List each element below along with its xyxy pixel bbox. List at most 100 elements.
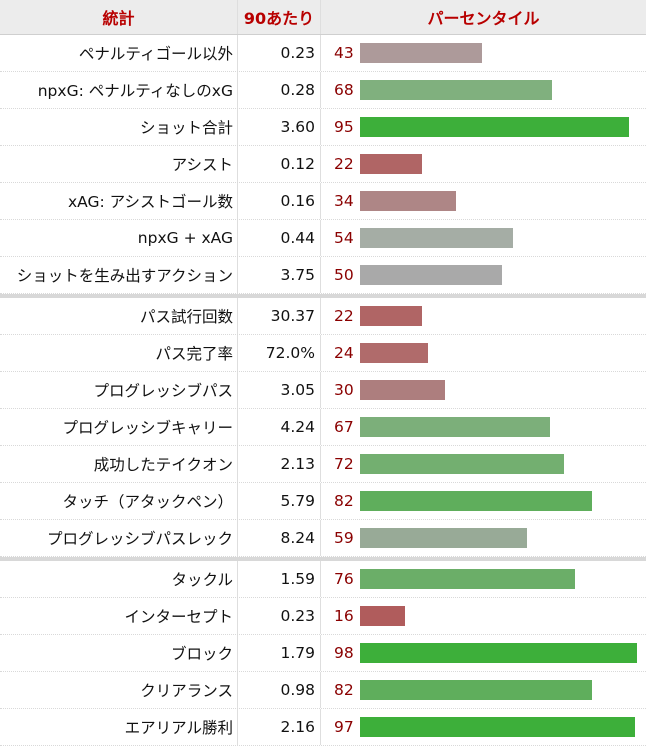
percentile-bar xyxy=(360,380,445,400)
table-row: npxG: ペナルティなしのxG 0.28 68 xyxy=(0,72,646,109)
table-row: ペナルティゴール以外 0.23 43 xyxy=(0,35,646,72)
per90-value: 0.44 xyxy=(238,220,321,256)
percentile-cell: 95 xyxy=(321,109,646,145)
per90-value: 0.16 xyxy=(238,183,321,219)
stat-label: プログレッシブパスレック xyxy=(0,520,238,556)
percentile-bar xyxy=(360,343,428,363)
table-row: アシスト 0.12 22 xyxy=(0,146,646,183)
table-row: xAG: アシストゴール数 0.16 34 xyxy=(0,183,646,220)
percentile-cell: 50 xyxy=(321,257,646,293)
stat-label: npxG + xAG xyxy=(0,220,238,256)
percentile-cell: 82 xyxy=(321,672,646,708)
per90-value: 0.98 xyxy=(238,672,321,708)
percentile-value: 68 xyxy=(334,81,354,99)
group-separator xyxy=(0,557,646,561)
per90-value: 30.37 xyxy=(238,298,321,334)
table-row: インターセプト 0.23 16 xyxy=(0,598,646,635)
percentile-bar xyxy=(360,43,482,63)
percentile-value: 24 xyxy=(334,344,354,362)
header-percentile[interactable]: パーセンタイル xyxy=(427,9,540,28)
percentile-value: 98 xyxy=(334,644,354,662)
percentile-value: 59 xyxy=(334,529,354,547)
percentile-bar xyxy=(360,417,550,437)
percentile-cell: 97 xyxy=(321,709,646,745)
percentile-value: 67 xyxy=(334,418,354,436)
percentile-value: 22 xyxy=(334,155,354,173)
percentile-cell: 54 xyxy=(321,220,646,256)
percentile-cell: 59 xyxy=(321,520,646,556)
table-row: パス試行回数 30.37 22 xyxy=(0,298,646,335)
percentile-cell: 68 xyxy=(321,72,646,108)
per90-value: 5.79 xyxy=(238,483,321,519)
percentile-cell: 72 xyxy=(321,446,646,482)
stat-label: クリアランス xyxy=(0,672,238,708)
header-stat[interactable]: 統計 xyxy=(0,0,238,34)
per90-value: 0.23 xyxy=(238,598,321,634)
per90-value: 0.23 xyxy=(238,35,321,71)
percentile-bar xyxy=(360,569,575,589)
per90-value: 0.12 xyxy=(238,146,321,182)
percentile-bar xyxy=(360,491,592,511)
percentile-cell: 24 xyxy=(321,335,646,371)
table-row: プログレッシブパス 3.05 30 xyxy=(0,372,646,409)
header-per90[interactable]: 90あたり xyxy=(238,0,321,34)
percentile-cell: 82 xyxy=(321,483,646,519)
table-row: タックル 1.59 76 xyxy=(0,561,646,598)
percentile-bar xyxy=(360,265,502,285)
percentile-bar xyxy=(360,454,564,474)
stat-label: タックル xyxy=(0,561,238,597)
percentile-value: 95 xyxy=(334,118,354,136)
table-row: ブロック 1.79 98 xyxy=(0,635,646,672)
table-row: ショットを生み出すアクション 3.75 50 xyxy=(0,257,646,294)
group-separator xyxy=(0,294,646,298)
stat-label: 成功したテイクオン xyxy=(0,446,238,482)
percentile-bar xyxy=(360,643,637,663)
percentile-value: 54 xyxy=(334,229,354,247)
table-row: プログレッシブパスレック 8.24 59 xyxy=(0,520,646,557)
percentile-cell: 76 xyxy=(321,561,646,597)
stat-label: ショット合計 xyxy=(0,109,238,145)
percentile-value: 82 xyxy=(334,681,354,699)
percentile-cell: 34 xyxy=(321,183,646,219)
percentile-bar xyxy=(360,228,513,248)
percentile-bar xyxy=(360,306,422,326)
stat-label: エアリアル勝利 xyxy=(0,709,238,745)
stat-label: パス完了率 xyxy=(0,335,238,371)
percentile-bar xyxy=(360,154,422,174)
per90-value: 0.28 xyxy=(238,72,321,108)
per90-value: 2.13 xyxy=(238,446,321,482)
percentile-value: 82 xyxy=(334,492,354,510)
per90-value: 3.05 xyxy=(238,372,321,408)
stat-label: タッチ（アタックペン） xyxy=(0,483,238,519)
percentile-cell: 67 xyxy=(321,409,646,445)
table-row: クリアランス 0.98 82 xyxy=(0,672,646,709)
percentile-bar xyxy=(360,717,635,737)
per90-value: 1.79 xyxy=(238,635,321,671)
stat-label: プログレッシブキャリー xyxy=(0,409,238,445)
table-row: パス完了率 72.0% 24 xyxy=(0,335,646,372)
percentile-cell: 22 xyxy=(321,146,646,182)
table-body: ペナルティゴール以外 0.23 43 npxG: ペナルティなしのxG 0.28 68 ショ… xyxy=(0,35,646,746)
table-row: タッチ（アタックペン） 5.79 82 xyxy=(0,483,646,520)
stat-label: xAG: アシストゴール数 xyxy=(0,183,238,219)
percentile-cell: 43 xyxy=(321,35,646,71)
percentile-bar xyxy=(360,606,405,626)
percentile-value: 72 xyxy=(334,455,354,473)
percentile-cell: 30 xyxy=(321,372,646,408)
per90-value: 72.0% xyxy=(238,335,321,371)
percentile-value: 43 xyxy=(334,44,354,62)
percentile-cell: 22 xyxy=(321,298,646,334)
table-row: プログレッシブキャリー 4.24 67 xyxy=(0,409,646,446)
stat-label: アシスト xyxy=(0,146,238,182)
percentile-bar xyxy=(360,191,456,211)
per90-value: 8.24 xyxy=(238,520,321,556)
percentile-bar xyxy=(360,528,527,548)
stat-label: プログレッシブパス xyxy=(0,372,238,408)
percentile-bar xyxy=(360,680,592,700)
per90-value: 3.60 xyxy=(238,109,321,145)
percentile-bar xyxy=(360,80,552,100)
table-row: 成功したテイクオン 2.13 72 xyxy=(0,446,646,483)
percentile-value: 76 xyxy=(334,570,354,588)
stat-label: ブロック xyxy=(0,635,238,671)
